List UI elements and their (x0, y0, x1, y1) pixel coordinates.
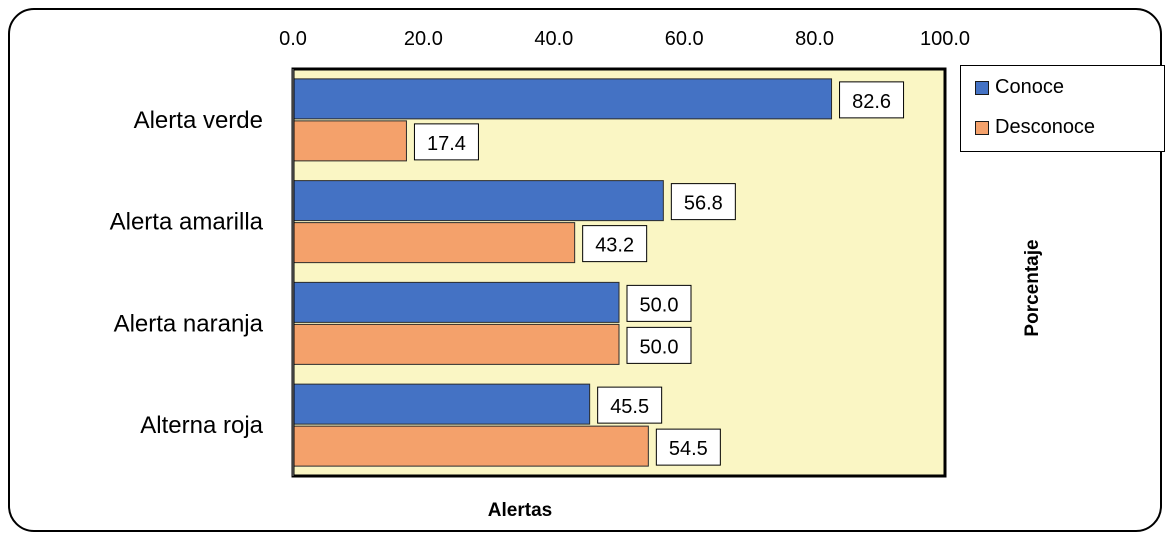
data-label-box (413, 123, 479, 161)
bar-desconoce (292, 425, 649, 467)
category-label: Alterna roja (140, 412, 263, 439)
legend-swatch-desconoce (975, 120, 989, 135)
legend: Conoce Desconoce (960, 65, 1165, 152)
x-tick-label: 40.0 (534, 28, 573, 50)
category-label: Alerta naranja (114, 310, 264, 337)
legend-swatch-conoce (975, 80, 989, 95)
legend-label-desconoce: Desconoce (995, 116, 1096, 138)
data-label-box (655, 428, 721, 466)
bar-desconoce (292, 120, 407, 162)
bar-desconoce (292, 323, 620, 365)
x-tick-label: 0.0 (279, 28, 307, 50)
category-label: Alerta verde (134, 107, 263, 134)
data-label: 17.4 (427, 133, 466, 155)
bar-conoce (292, 78, 833, 120)
data-label: 45.5 (610, 396, 649, 418)
bar-conoce (292, 281, 620, 323)
data-label: 50.0 (640, 294, 679, 316)
data-label-box (597, 386, 663, 424)
x-tick-label: 20.0 (404, 28, 443, 50)
data-label: 82.6 (852, 91, 891, 113)
data-label: 54.5 (669, 438, 708, 460)
y-axis-title: Porcentaje (1022, 239, 1043, 337)
data-label-box (582, 225, 648, 263)
bar-desconoce (292, 222, 576, 264)
data-label: 43.2 (595, 235, 634, 257)
data-label: 56.8 (684, 193, 723, 215)
x-axis-title: Alertas (487, 500, 553, 521)
data-label: 50.0 (640, 336, 679, 358)
x-tick-label: 100.0 (920, 28, 970, 50)
data-label-box (626, 326, 692, 364)
data-label-box (670, 183, 736, 221)
data-label-box (839, 81, 905, 119)
category-label: Alerta amarilla (110, 209, 264, 236)
bar-conoce (292, 180, 664, 222)
data-label-box (626, 284, 692, 322)
x-tick-label: 80.0 (795, 28, 834, 50)
legend-item-desconoce: Desconoce (975, 116, 1095, 139)
legend-label-conoce: Conoce (995, 76, 1064, 98)
x-tick-label: 60.0 (665, 28, 704, 50)
legend-item-conoce: Conoce (975, 76, 1064, 99)
bar-conoce (292, 383, 591, 425)
